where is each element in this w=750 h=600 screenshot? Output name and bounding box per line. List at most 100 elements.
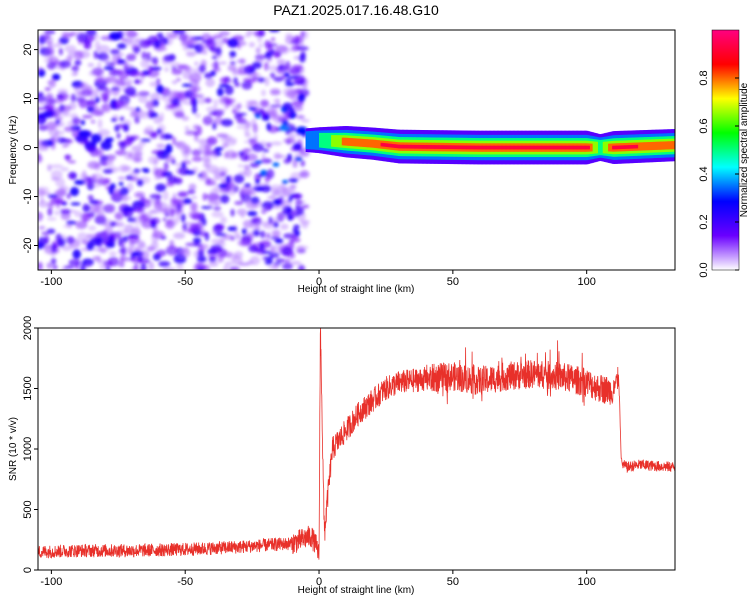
spectrogram-noise-blob [224,98,233,107]
spectrogram-noise-blob [202,192,208,201]
spectrogram-noise-blob [117,59,126,64]
spectrogram-y-axis-label: Frequency (Hz) [8,116,19,185]
spectrogram-noise-blob [156,143,166,149]
spectrogram-trace-cell [367,139,370,148]
spectrogram-noise-blob [38,97,48,106]
spectrogram-trace-cell [337,135,340,148]
spectrogram-noise-blob [288,131,294,140]
spectrogram-noise-blob [67,160,77,164]
spectrogram-trace-cell [360,138,363,147]
spectrogram-noise-blob [278,196,284,205]
spectrogram-noise-blob [133,51,140,55]
spectrogram-trace-cell [389,143,392,148]
snr-y-tick-label: 500 [22,500,34,518]
spectrogram-noise-blob [198,261,204,269]
spectrogram-trace-cell [365,139,368,148]
spectrogram-trace-cell [493,145,495,150]
spectrogram-noise-blob [185,50,196,57]
spectrogram-noise-blob [97,118,103,129]
spectrogram-noise-blob [103,218,114,227]
spectrogram-trace-cell [393,144,396,148]
spectrogram-trace-cell [311,130,313,150]
spectrogram-noise-blob [104,137,114,143]
spectrogram-trace-cell [526,145,529,150]
spectrogram-noise-blob [191,149,202,157]
spectrogram-noise-blob [140,59,150,68]
spectrogram-trace-cell [339,135,342,148]
spectrogram-trace-cell [351,138,354,147]
spectrogram-noise-blob [268,65,279,72]
spectrogram-noise-blob [125,134,131,144]
spectrogram-noise-blob [116,132,121,139]
spectrogram-trace-cell [577,145,580,150]
spectrogram-noise-blob [193,249,205,259]
spectrogram-noise-blob [175,112,185,116]
spectrogram-frame [37,29,676,271]
spectrogram-trace-cell [349,138,352,146]
spectrogram-noise-blob [88,225,97,231]
spectrogram-trace-cell [610,143,613,152]
spectrogram-trace-cell [381,142,384,147]
spectrogram-trace-cell [324,132,327,149]
spectrogram-noise-blob [268,252,280,258]
spectrogram-noise-blob [150,240,159,251]
spectrogram-noise-blob [183,144,191,154]
spectrogram-trace-cell [410,144,412,149]
spectrogram-noise-blob [187,189,196,195]
spectrogram-noise-blob [39,47,51,56]
spectrogram-noise-blob [165,98,171,107]
spectrogram-trace-cell [336,135,339,148]
spectrogram-trace-cell [352,138,355,147]
spectrogram-trace-cell [629,145,632,149]
spectrogram-noise-blob [224,140,237,146]
spectrogram-noise-blob [94,40,101,51]
spectrogram-noise-blob [213,66,221,73]
spectrogram-noise-blob [102,54,111,64]
spectrogram-noise-blob [96,75,105,79]
spectrogram-trace-cell [499,145,502,150]
spectrogram-noise-blob [213,206,222,211]
spectrogram-noise-blob [268,171,275,177]
spectrogram-noise-blob [293,56,300,60]
spectrogram-noise-blob [295,205,300,212]
spectrogram-noise-blob [300,118,310,123]
spectrogram-noise-blob [97,44,111,54]
spectrogram-x-tick-label: -50 [177,276,193,288]
spectrogram-trace-cell [546,145,549,150]
spectrogram-trace-cell [569,145,572,150]
spectrogram-noise-blob [234,112,243,120]
spectrogram-trace-cell [618,145,621,150]
spectrogram-noise-blob [120,241,126,248]
spectrogram-noise-blob [218,31,230,37]
spectrogram-noise-blob [57,88,68,94]
spectrogram-noise-blob [177,250,191,259]
spectrogram-noise-blob [139,250,150,260]
spectrogram-trace-cell [542,145,545,150]
spectrogram-noise-blob [301,221,309,229]
spectrogram-noise-blob [122,235,128,243]
spectrogram-noise-blob [121,165,132,172]
spectrogram-noise-blob [180,213,186,223]
spectrogram-noise-blob [254,173,262,182]
spectrogram-noise-blob [38,153,42,163]
spectrogram-noise-blob [165,143,173,154]
spectrogram-trace-cell [616,145,619,150]
spectrogram-noise-blob [85,261,93,268]
spectrogram-noise-blob [158,260,171,267]
spectrogram-noise-blob [189,96,195,105]
spectrogram-noise-blob [147,155,160,165]
spectrogram-noise-blob [118,247,131,256]
spectrogram-trace-cell [604,141,607,154]
spectrogram-trace-cell [415,144,418,149]
spectrogram-noise-blob [224,261,233,267]
spectrogram-noise-blob [60,167,70,172]
spectrogram-noise-blob [47,164,52,172]
spectrogram-trace-cell [622,145,625,149]
spectrogram-y-tick-label: 20 [22,43,34,55]
spectrogram-trace-cell [636,144,639,149]
spectrogram-trace-cell [547,145,550,150]
spectrogram-noise-blob [44,87,52,92]
spectrogram-trace-cell [482,145,485,150]
spectrogram-noise-blob [218,83,230,88]
spectrogram-trace-cell [573,145,576,150]
